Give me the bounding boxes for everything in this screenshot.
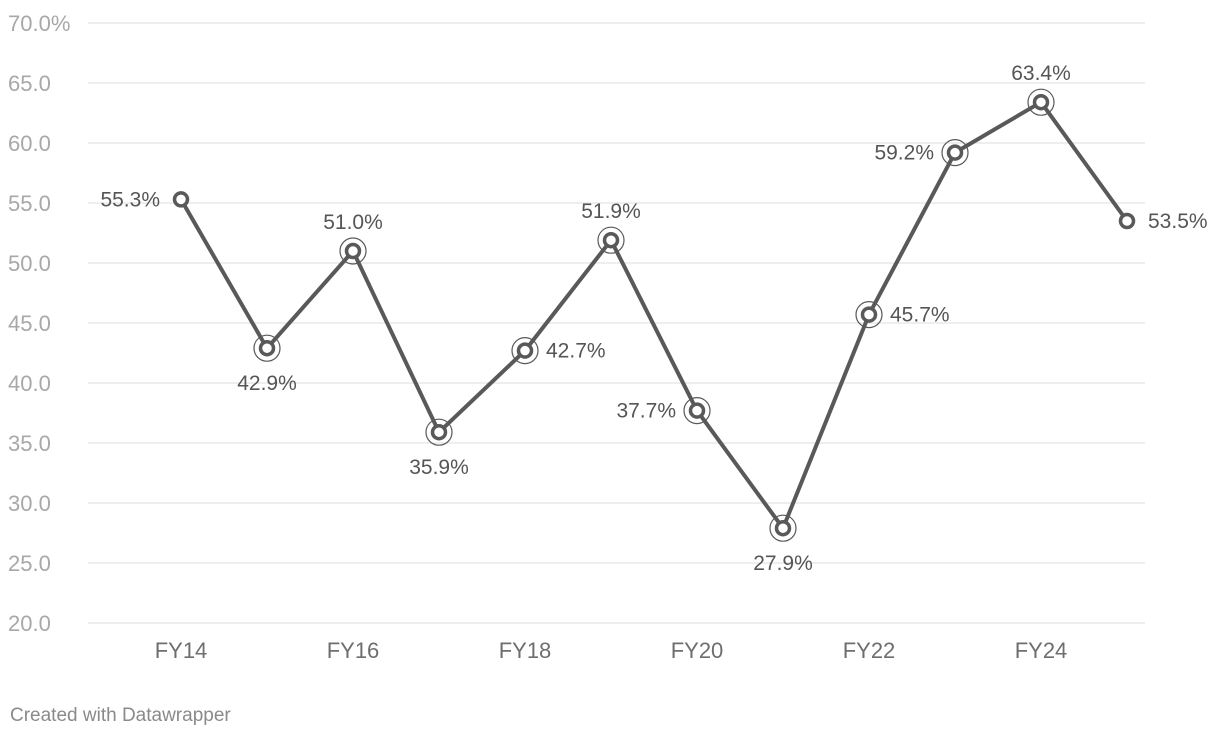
credit-text: Created with Datawrapper bbox=[10, 705, 231, 726]
y-tick-label: 30.0 bbox=[8, 491, 51, 516]
data-point-halo bbox=[683, 397, 711, 425]
x-tick-label: FY24 bbox=[1015, 638, 1068, 663]
data-label: 37.7% bbox=[616, 400, 676, 423]
y-tick-label: 65.0 bbox=[8, 71, 51, 96]
gridlines bbox=[88, 22, 1145, 624]
data-label: 55.3% bbox=[100, 188, 160, 211]
data-point-halo bbox=[855, 301, 883, 329]
data-point-halo bbox=[339, 237, 367, 265]
data-point-halo bbox=[597, 226, 625, 254]
data-points bbox=[172, 88, 1136, 542]
data-point bbox=[172, 191, 190, 208]
y-tick-label: 55.0 bbox=[8, 191, 51, 216]
data-label: 63.4% bbox=[1011, 62, 1071, 85]
data-point-halo bbox=[769, 514, 797, 542]
y-tick-label: 50.0 bbox=[8, 251, 51, 276]
line-chart: 20.0 25.0 30.0 35.0 40.0 45.0 50.0 55.0 60.0 65.0… bbox=[8, 11, 1208, 663]
data-label: 45.7% bbox=[890, 304, 950, 327]
data-point bbox=[430, 423, 448, 441]
data-point bbox=[946, 144, 964, 161]
x-tick-label: FY18 bbox=[499, 638, 552, 663]
x-tick-label: FY16 bbox=[327, 638, 380, 663]
data-label: 42.9% bbox=[237, 372, 297, 395]
y-tick-label: 20.0 bbox=[8, 611, 51, 636]
data-point bbox=[1118, 212, 1136, 230]
data-point bbox=[516, 342, 534, 359]
series-line bbox=[179, 100, 1129, 531]
data-point-halo bbox=[1027, 88, 1055, 116]
y-tick-label: 70.0% bbox=[8, 11, 70, 36]
data-point-halo bbox=[425, 418, 453, 446]
data-label: 42.7% bbox=[546, 340, 606, 363]
data-point-halo bbox=[941, 139, 969, 167]
data-label: 27.9% bbox=[753, 552, 813, 575]
y-tick-label: 45.0 bbox=[8, 311, 51, 336]
x-tick-label: FY22 bbox=[843, 638, 896, 663]
data-point-halo bbox=[253, 334, 281, 362]
data-label: 59.2% bbox=[874, 142, 934, 165]
y-tick-label: 35.0 bbox=[8, 431, 51, 456]
data-label: 53.5% bbox=[1148, 210, 1208, 233]
data-point bbox=[344, 242, 362, 260]
data-point bbox=[688, 402, 706, 419]
data-labels: 55.3% 42.9% 51.0% 35.9% 42.7% 51.9% 37.7% 27.9%… bbox=[100, 62, 1207, 575]
data-label: 35.9% bbox=[409, 456, 469, 479]
data-label: 51.0% bbox=[323, 211, 383, 234]
data-point bbox=[258, 339, 276, 357]
data-point bbox=[860, 306, 878, 323]
data-point bbox=[1032, 93, 1050, 111]
x-tick-label: FY20 bbox=[671, 638, 724, 663]
data-point-halo bbox=[511, 337, 539, 365]
data-label: 51.9% bbox=[581, 200, 641, 223]
y-tick-label: 25.0 bbox=[8, 551, 51, 576]
data-point bbox=[774, 519, 792, 537]
x-tick-label: FY14 bbox=[155, 638, 208, 663]
y-axis: 20.0 25.0 30.0 35.0 40.0 45.0 50.0 55.0 60.0 65.0… bbox=[8, 11, 70, 636]
y-tick-label: 60.0 bbox=[8, 131, 51, 156]
data-point bbox=[602, 231, 620, 249]
x-axis: FY14 FY16 FY18 FY20 FY22 FY24 bbox=[155, 638, 1068, 663]
y-tick-label: 40.0 bbox=[8, 371, 51, 396]
